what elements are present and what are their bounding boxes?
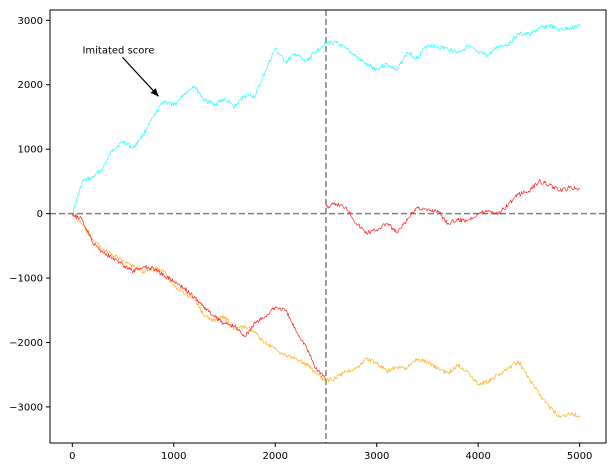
series-line-2 [71,179,580,379]
annotation-label: Imitated score [82,45,154,56]
x-tick-label: 0 [69,451,75,462]
series-line-0 [72,23,580,214]
x-tick-label: 4000 [465,451,490,462]
y-tick-label: 3000 [18,16,43,27]
y-tick-label: −2000 [9,338,43,349]
y-tick-label: −1000 [9,274,43,285]
plot-frame [49,9,607,444]
x-tick-label: 3000 [364,451,389,462]
x-tick-label: 1000 [161,451,186,462]
annotation-arrow-head [150,88,159,97]
y-tick-label: 2000 [18,80,43,91]
annotation-layer: Imitated score [82,45,160,97]
plot-background [50,10,606,443]
y-axis: −3000 −2000 −1000 0 1000 2000 3000 [9,16,50,413]
x-axis: 0 1000 2000 3000 4000 5000 [69,443,592,462]
y-tick-label: 0 [37,209,43,220]
annotation-arrow-shaft [122,56,160,97]
series-line-1 [71,213,580,418]
x-tick-label: 2000 [263,451,288,462]
x-tick-label: 5000 [567,451,592,462]
series-layer [71,23,580,418]
reference-lines [50,10,606,443]
y-tick-label: −3000 [9,402,43,413]
y-tick-label: 1000 [18,145,43,156]
